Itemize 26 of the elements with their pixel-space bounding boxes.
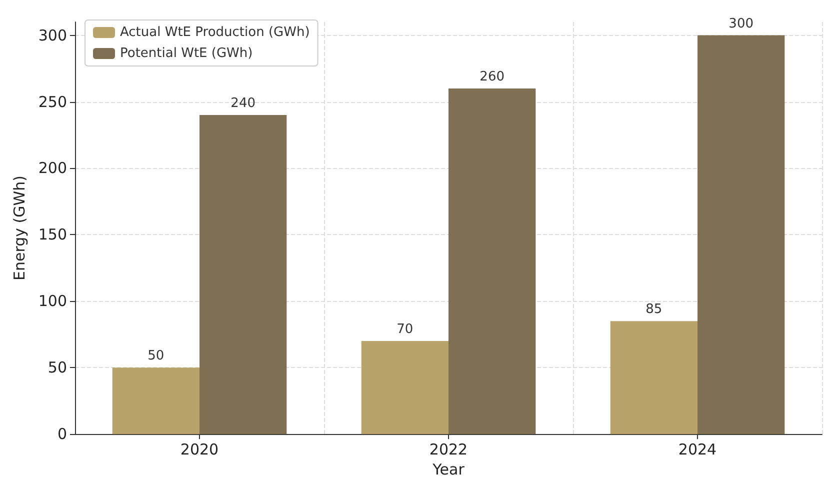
bar — [698, 35, 785, 434]
y-axis-title: Energy (GWh) — [10, 176, 28, 281]
y-tick-label: 300 — [38, 26, 67, 44]
data-label: 70 — [396, 322, 414, 338]
y-tick-label: 250 — [38, 92, 67, 111]
legend-label: Potential WtE (GWh) — [120, 46, 253, 61]
bar — [610, 321, 698, 434]
data-label: 85 — [646, 302, 662, 318]
bar — [448, 88, 536, 434]
y-tick-label: 0 — [57, 425, 67, 444]
y-tick-label: 50 — [48, 358, 67, 377]
x-axis-title: Year — [432, 460, 466, 478]
data-label: 50 — [148, 348, 164, 364]
data-label: 260 — [480, 69, 504, 84]
bar — [112, 368, 200, 434]
y-tick-label: 200 — [38, 159, 67, 178]
x-tick-label: 2022 — [429, 440, 468, 459]
data-label: 240 — [230, 96, 256, 112]
bar — [200, 115, 287, 434]
legend-label: Actual WtE Production (GWh) — [120, 25, 310, 40]
y-tick-label: 150 — [38, 226, 67, 244]
data-label: 300 — [728, 16, 754, 32]
x-tick-label: 2020 — [180, 440, 219, 459]
bar — [361, 341, 448, 434]
x-tick-label: 2024 — [678, 440, 717, 459]
y-tick-label: 100 — [38, 292, 67, 310]
